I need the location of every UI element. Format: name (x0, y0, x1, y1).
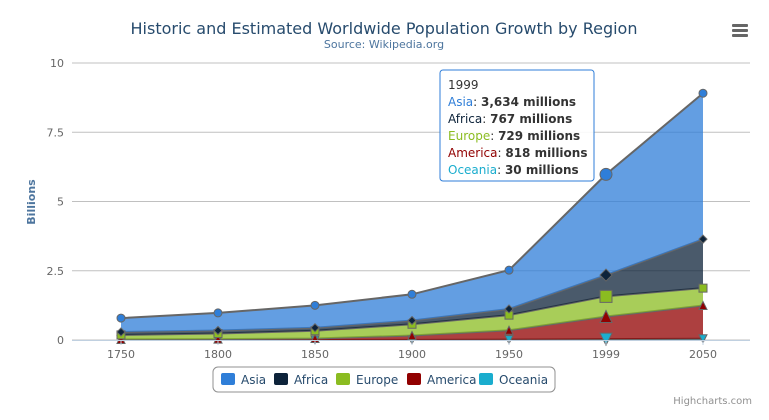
chart-subtitle: Source: Wikipedia.org (324, 38, 444, 51)
data-point-africa[interactable] (599, 268, 613, 282)
data-point-africa[interactable] (116, 327, 126, 337)
data-point-asia[interactable] (116, 313, 126, 323)
data-point-oceania[interactable] (698, 334, 708, 344)
data-point-africa[interactable] (310, 323, 320, 333)
y-tick-label: 10 (50, 57, 64, 70)
tooltip-series-name: Asia (448, 95, 473, 109)
data-point-asia[interactable] (698, 88, 708, 98)
data-point-america[interactable] (698, 300, 708, 310)
legend-item-europe[interactable]: Europe (336, 373, 398, 387)
tooltip: 1999 Asia: 3,634 millions Africa: 767 mil… (439, 69, 595, 182)
tooltip-series-name: Africa (448, 112, 482, 126)
tooltip-value: 818 millions (505, 146, 587, 160)
x-tick-label: 1800 (204, 348, 232, 361)
data-point-america[interactable] (599, 309, 613, 324)
data-point-africa[interactable] (213, 325, 223, 336)
tooltip-row: Oceania: 30 millions (448, 163, 579, 177)
data-point-oceania[interactable] (599, 332, 613, 347)
x-tick-label: 1900 (398, 348, 426, 361)
area-africa[interactable] (121, 239, 703, 335)
data-point-america[interactable] (407, 330, 417, 341)
chart-title: Historic and Estimated Worldwide Populat… (131, 19, 638, 38)
legend-swatch (221, 373, 235, 385)
data-point-asia[interactable] (310, 300, 320, 310)
data-point-america[interactable] (504, 325, 514, 335)
tooltip-value: 3,634 millions (481, 95, 576, 109)
legend-item-oceania[interactable]: Oceania (479, 373, 548, 387)
legend-label: Asia (241, 373, 266, 387)
y-tick-label: 7.5 (47, 126, 65, 139)
y-tick-label: 2.5 (47, 265, 65, 278)
data-point-europe[interactable] (698, 283, 708, 293)
legend: Asia Africa Europe America Oceania (212, 366, 556, 393)
tooltip-row: Europe: 729 millions (448, 129, 580, 143)
x-tick-label: 1950 (495, 348, 523, 361)
legend-swatch (479, 373, 493, 385)
tooltip-series-name: Oceania (448, 163, 497, 177)
legend-item-africa[interactable]: Africa (274, 373, 328, 387)
area-asia[interactable] (121, 93, 703, 332)
hamburger-menu-icon[interactable] (728, 18, 752, 42)
data-point-oceania[interactable] (504, 335, 514, 345)
y-tick-label: 0 (57, 334, 64, 347)
tooltip-value: 30 millions (505, 163, 579, 177)
data-point-asia[interactable] (599, 167, 613, 181)
legend-label: Europe (356, 373, 398, 387)
x-tick-label: 1999 (592, 348, 620, 361)
data-point-asia[interactable] (213, 308, 223, 318)
legend-item-asia[interactable]: Asia (221, 373, 266, 387)
credits[interactable]: Highcharts.com (673, 396, 752, 407)
legend-swatch (274, 373, 288, 385)
x-tick-label: 1850 (301, 348, 329, 361)
data-point-africa[interactable] (698, 234, 708, 244)
tooltip-series-name: Europe (448, 129, 490, 143)
legend-item-america[interactable]: America (407, 373, 477, 387)
x-tick-label: 1750 (107, 348, 135, 361)
data-point-asia[interactable] (504, 265, 514, 275)
tooltip-value: 729 millions (498, 129, 580, 143)
tooltip-series-name: America (448, 146, 498, 160)
legend-swatch (336, 373, 350, 385)
area-america[interactable] (121, 305, 703, 340)
legend-label: America (427, 373, 477, 387)
data-point-europe[interactable] (599, 289, 613, 303)
legend-label: Oceania (499, 373, 548, 387)
y-tick-label: 5 (57, 196, 64, 209)
data-point-africa[interactable] (407, 315, 417, 326)
legend-label: Africa (294, 373, 328, 387)
tooltip-value: 767 millions (490, 112, 572, 126)
x-tick-label: 2050 (689, 348, 717, 361)
data-point-africa[interactable] (504, 304, 514, 314)
legend-swatch (407, 373, 421, 385)
y-axis-title: Billions (25, 179, 38, 225)
data-point-asia[interactable] (407, 289, 417, 299)
tooltip-row: America: 818 millions (448, 146, 587, 160)
tooltip-row: Africa: 767 millions (448, 112, 572, 126)
tooltip-row: Asia: 3,634 millions (448, 95, 576, 109)
tooltip-header: 1999 (448, 78, 479, 92)
